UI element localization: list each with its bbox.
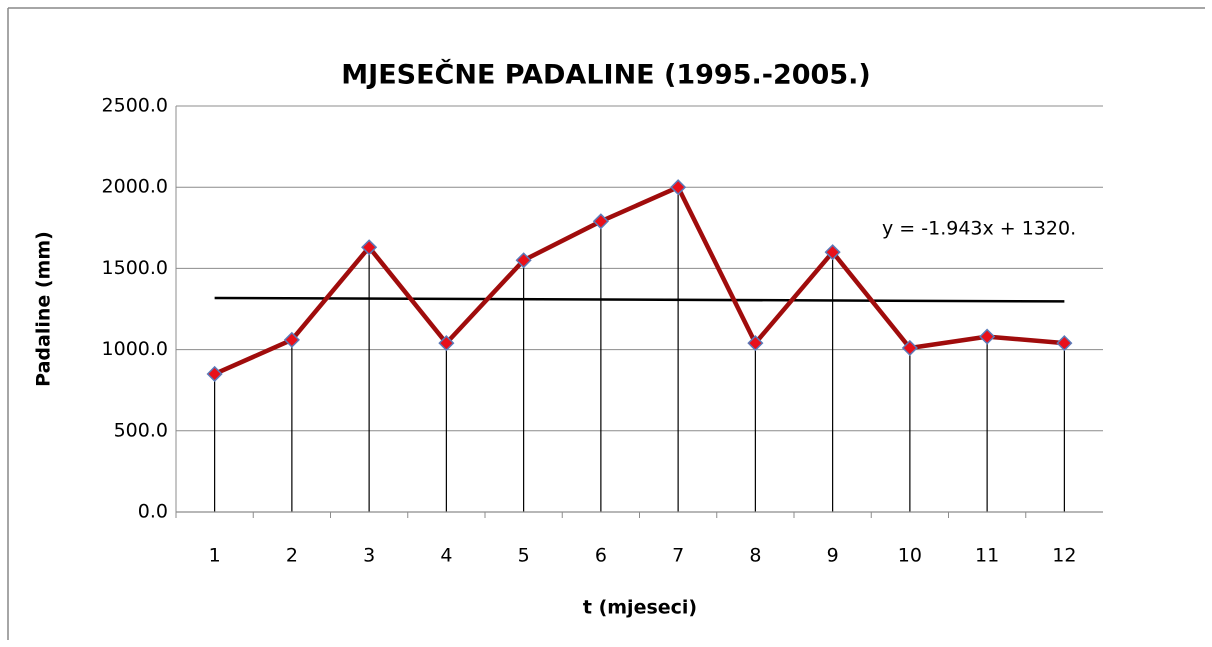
x-tick-label: 1 <box>209 545 221 567</box>
trendline <box>214 296 1065 303</box>
x-tick-label: 3 <box>363 545 375 567</box>
marker <box>901 339 918 357</box>
marker <box>361 239 378 256</box>
y-tick-label: 0.0 <box>138 501 168 523</box>
x-tick-label: 7 <box>672 545 684 567</box>
chart-title: MJESEČNE PADALINE (1995.-2005.) <box>341 59 870 91</box>
y-axis-title: Padaline (mm) <box>33 231 55 387</box>
y-tick-label: 1500.0 <box>102 257 168 279</box>
y-tick-label: 2500.0 <box>102 95 168 117</box>
marker <box>438 335 455 352</box>
y-tick-label: 1000.0 <box>102 338 168 360</box>
x-axis-title: t (mjeseci) <box>583 597 697 619</box>
marker <box>824 244 841 261</box>
marker <box>283 331 300 348</box>
y-tick-label: 500.0 <box>114 419 168 441</box>
marker <box>979 328 996 345</box>
marker <box>206 365 223 383</box>
x-tick-label: 12 <box>1052 545 1076 567</box>
marker <box>1056 335 1073 352</box>
x-tick-label: 2 <box>286 545 298 567</box>
x-tick-label: 10 <box>898 545 922 567</box>
trendline-label: y = -1.943x + 1320. <box>882 218 1076 240</box>
marker <box>515 252 532 269</box>
x-tick-label: 11 <box>975 545 999 567</box>
marker <box>592 213 609 230</box>
x-tick-label: 8 <box>749 545 761 567</box>
data-line <box>213 184 1065 377</box>
x-tick-label: 9 <box>827 545 839 567</box>
x-tick-label: 4 <box>440 545 452 567</box>
marker <box>670 179 687 196</box>
x-tick-label: 6 <box>595 545 607 567</box>
x-tick-label: 5 <box>518 545 530 567</box>
marker <box>747 335 764 352</box>
y-tick-label: 2000.0 <box>102 176 168 198</box>
